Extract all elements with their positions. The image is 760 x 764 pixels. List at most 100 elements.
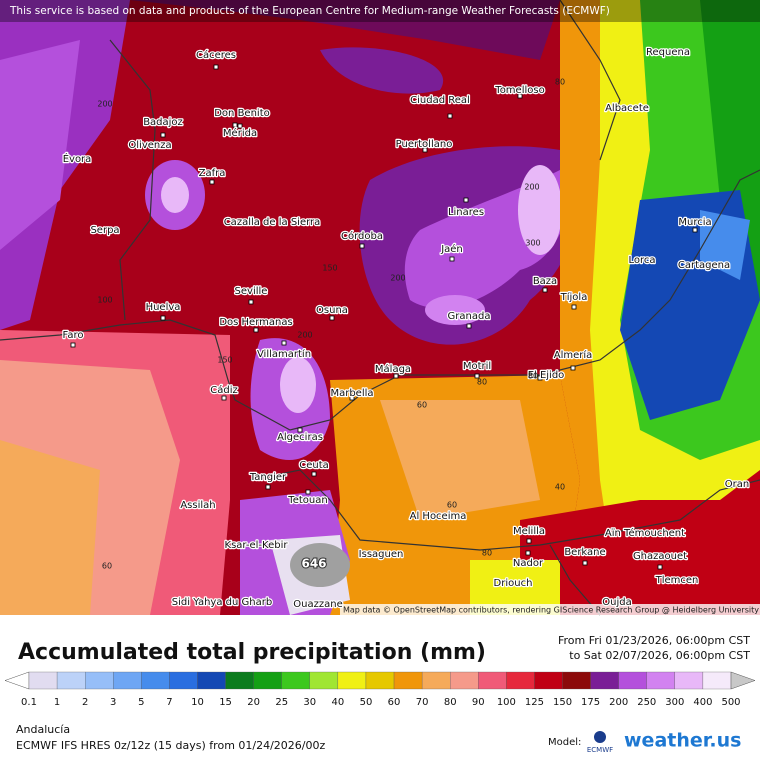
colorbar-tick-label: 90 <box>472 697 485 708</box>
city-label: Oran <box>725 479 749 490</box>
city-dot <box>447 113 453 119</box>
colorbar-tick-label: 70 <box>416 697 429 708</box>
city-label: Assilah <box>180 500 215 511</box>
city-label: Driouch <box>494 578 533 589</box>
contour-label: 200 <box>297 331 312 340</box>
city-dot <box>570 365 576 371</box>
city-dot <box>160 315 166 321</box>
region: Andalucía <box>16 723 70 736</box>
city-dot <box>657 564 663 570</box>
city-label: El Ejido <box>528 370 565 381</box>
colorbar-tick-label: 300 <box>665 697 684 708</box>
city-label: Oujda <box>602 597 631 608</box>
city-dot <box>449 256 455 262</box>
city-label: Murcia <box>678 217 711 228</box>
attribution: Map data © OpenStreetMap contributors, r… <box>343 606 759 615</box>
colorbar-tick-label: 125 <box>525 697 544 708</box>
colorbar-tick-label: 50 <box>360 697 373 708</box>
colorbar-box <box>85 671 114 690</box>
city-label: Cazalla de la Sierra <box>224 217 321 228</box>
contour-label: 60 <box>447 501 457 510</box>
colorbar-box <box>478 671 507 690</box>
colorbar-tick-label: 2 <box>82 697 88 708</box>
colorbar-tick-label: 3 <box>110 697 116 708</box>
colorbar-tick-label: 200 <box>609 697 628 708</box>
colorbar-tick-label: 60 <box>388 697 401 708</box>
colorbar-box <box>421 671 451 690</box>
colorbar-tick-label: 7 <box>166 697 172 708</box>
city-label: Málaga <box>375 363 411 375</box>
city-label: Algeciras <box>277 432 323 443</box>
borders <box>0 0 760 616</box>
colorbar-box <box>197 671 226 690</box>
city-label: Tíjola <box>560 291 588 303</box>
city-dot <box>213 64 219 70</box>
city-label: Ghazaouet <box>633 551 687 562</box>
city-dot <box>297 427 303 433</box>
colorbar-tick-label: 80 <box>444 697 457 708</box>
city-dot <box>571 304 577 310</box>
city-label: Cartagena <box>678 260 730 271</box>
city-dot <box>582 560 588 566</box>
city-dot <box>237 123 243 129</box>
city-label: Ceuta <box>299 460 329 471</box>
city-label: Requena <box>646 47 690 58</box>
city-dot <box>305 489 311 495</box>
contour-label: 200 <box>97 100 112 109</box>
city-dot <box>209 179 215 185</box>
city-label: Huelva <box>146 302 181 313</box>
model-label: Model: <box>548 737 581 748</box>
city-label: Osuna <box>316 305 348 316</box>
colorbar-box <box>393 671 423 690</box>
city-label: Faro <box>63 330 84 341</box>
notice-bar <box>0 0 760 22</box>
city-label: Ouazzane <box>293 599 342 610</box>
contour-label: 200 <box>524 183 539 192</box>
city-dot <box>329 315 335 321</box>
city-label: Tangier <box>249 472 287 483</box>
max-label: 646 <box>301 557 326 571</box>
city-label: Marbella <box>330 388 373 399</box>
city-label: Almería <box>554 349 593 361</box>
city-label: Évora <box>63 152 92 165</box>
colorbar-low <box>4 671 30 690</box>
precip-fields <box>0 0 760 615</box>
brand[interactable]: weather.us <box>624 730 741 752</box>
colorbar-box <box>506 671 535 690</box>
city-label: Motril <box>463 361 491 372</box>
colorbar-box <box>309 671 339 690</box>
city-label: Don Benito <box>214 108 270 119</box>
city-label: Albacete <box>605 103 649 114</box>
contour-label: 80 <box>482 549 492 558</box>
city-label: Berkane <box>564 547 605 558</box>
city-dot <box>232 122 238 128</box>
colorbar-box <box>646 671 675 690</box>
city-label: Melilla <box>513 526 545 537</box>
contour-label: 150 <box>217 356 232 365</box>
colorbar-tick-label: 400 <box>693 697 712 708</box>
colorbar-tick-label: 175 <box>581 697 600 708</box>
city-dot <box>349 395 355 401</box>
contour-label: 200 <box>390 274 405 283</box>
colorbar-box <box>337 671 367 690</box>
colorbar-tick-label: 25 <box>275 697 288 708</box>
colorbar-tick-label: 20 <box>247 697 260 708</box>
colorbar-tick-label: 15 <box>219 697 232 708</box>
city-label: Linares <box>448 207 484 218</box>
colorbar-box <box>141 671 170 690</box>
colorbar-tick-label: 40 <box>332 697 345 708</box>
city-dot <box>311 471 317 477</box>
contour-label: 80 <box>555 78 565 87</box>
city-label: Al Hoceima <box>410 511 467 522</box>
city-label: Ksar-el-Kebir <box>225 540 289 551</box>
city-dot <box>221 395 227 401</box>
contour-label: 300 <box>525 239 540 248</box>
colorbar-box <box>590 671 619 690</box>
model-run: ECMWF IFS HRES 0z/12z (15 days) from 01/… <box>16 739 326 752</box>
city-label: Baza <box>533 276 557 287</box>
city-dot <box>542 287 548 293</box>
city-label: Ciudad Real <box>410 95 470 106</box>
period-from: From Fri 01/23/2026, 06:00pm CST <box>558 634 750 647</box>
city-dot <box>466 323 472 329</box>
colorbar-tick-label: 30 <box>303 697 316 708</box>
